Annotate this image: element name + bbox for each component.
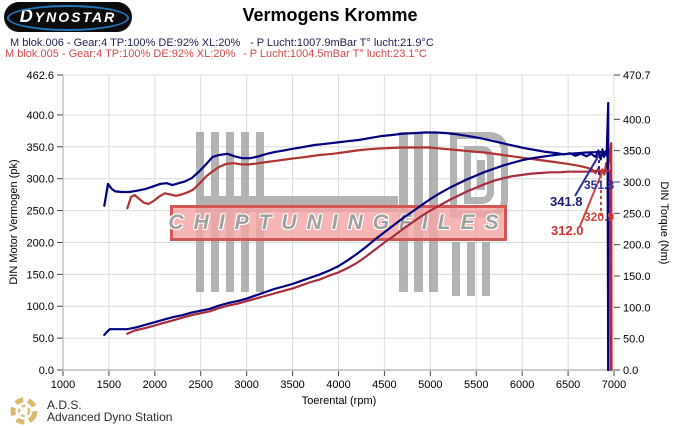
ads-swirl-icon xyxy=(10,397,38,425)
legend-run1-label: M blok.006 - Gear:4 TP:100% DE:92% XL:20… xyxy=(10,37,241,49)
hp-watermark-bar xyxy=(482,242,490,296)
hp-watermark-bar xyxy=(467,242,475,296)
dynostar-logo: DYNOSTAR xyxy=(4,2,132,32)
dynostar-logo-ring xyxy=(7,5,129,31)
ads-abbr: A.D.S. xyxy=(47,398,82,412)
legend-run1-ambient: - P Lucht:1007.9mBar T° lucht:21.9°C xyxy=(250,37,434,49)
peak-power-label-run1: 341.8 xyxy=(550,194,583,209)
hp-watermark-bar xyxy=(452,242,460,296)
hp-watermark-p-core xyxy=(477,160,485,190)
page-title: Vermogens Kromme xyxy=(242,5,418,25)
peak-torque-label-run2: 320.9 xyxy=(584,210,615,224)
legend-run2-label: M blok.005 - Gear:4 TP:100% DE:92% XL:20… xyxy=(5,48,236,60)
ads-name: Advanced Dyno Station xyxy=(47,410,173,424)
chiptuningfiles-banner-text: CHIPTUNINGFILES xyxy=(168,211,509,234)
x-axis-title: Toerental (rpm) xyxy=(301,395,377,407)
chiptuningfiles-banner: CHIPTUNINGFILES xyxy=(168,205,509,241)
legend-run2-ambient: - P Lucht:1004.5mBar T° lucht:23.1°C xyxy=(243,48,427,60)
peak-power-label-run2: 312.0 xyxy=(551,223,584,238)
y-axis-left-title: DIN Motor Vermogen (pk) xyxy=(8,159,20,285)
y-axis-right-title: DIN Torque (Nm) xyxy=(658,181,670,265)
peak-torque-label-run1: 351.8 xyxy=(584,178,615,192)
